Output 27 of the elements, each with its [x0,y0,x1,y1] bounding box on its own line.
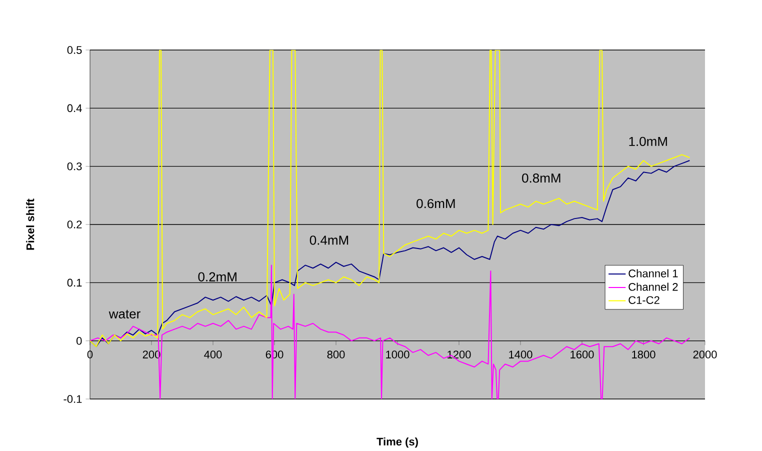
legend-label: Channel 1 [628,269,678,278]
annotation: 1.0mM [629,136,667,146]
x-tick-label: 1400 [509,350,532,358]
annotation: 0.4mM [310,236,348,245]
x-tick-label: 2000 [693,350,717,358]
x-axis-title: Time (s) [376,437,418,448]
y-tick-label: 0.5 [67,46,82,54]
x-tick-label: 1200 [448,350,471,358]
legend-label: Channel 2 [628,282,678,291]
x-tick-label: 1000 [386,350,410,358]
y-tick-label: 0.3 [67,162,82,170]
x-tick-label: 0 [87,350,93,358]
annotation: 0.8mM [522,173,560,183]
legend-label: C1-C2 [628,296,660,304]
x-tick-label: 400 [204,350,222,358]
y-tick-label: -0.1 [64,395,82,403]
annotation: 0.2mM [198,272,236,282]
x-tick-label: 1800 [632,350,656,358]
x-tick-label: 800 [327,350,345,358]
y-tick-label: 0 [76,336,82,345]
annotation: 0.6mM [416,198,455,208]
y-tick-label: 0.4 [67,104,82,112]
y-tick-label: 0.1 [67,278,82,287]
annotation: water [108,310,140,318]
y-tick-label: 0.2 [67,220,82,228]
x-tick-label: 1600 [570,350,594,358]
y-axis-title: Pixel shift [26,198,34,250]
